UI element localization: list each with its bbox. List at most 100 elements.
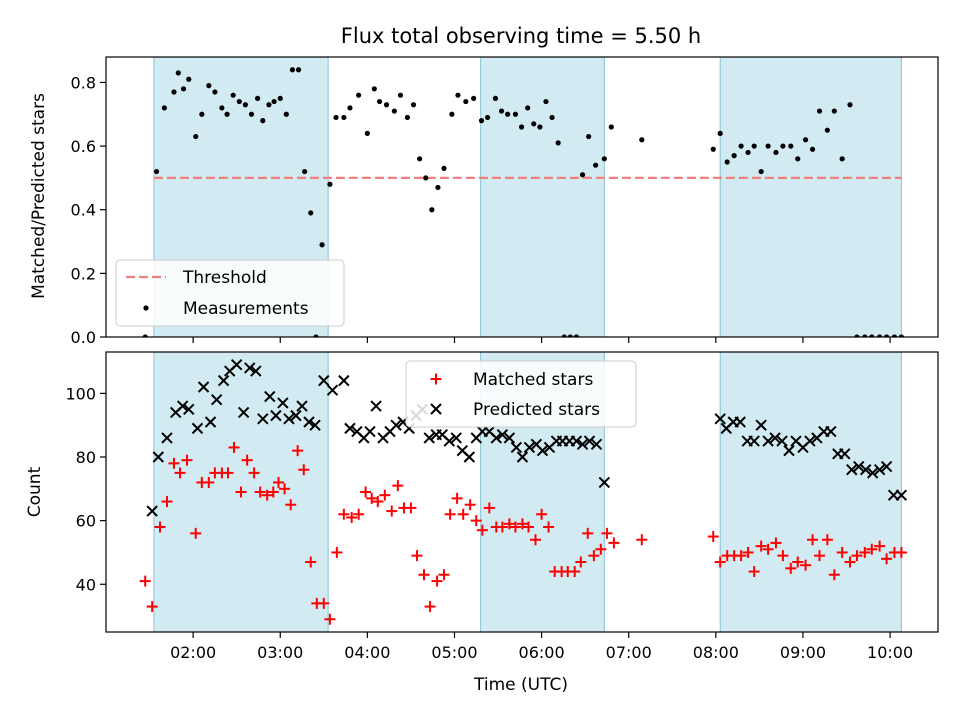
data-point (537, 124, 543, 130)
legend: Threshold Measurements (115, 259, 345, 327)
data-point (379, 489, 391, 501)
data-point (161, 432, 173, 444)
data-point (290, 409, 302, 422)
data-point (142, 334, 148, 337)
legend-entry-predicted-stars: Predicted stars (430, 400, 600, 420)
data-point (146, 505, 158, 517)
data-point (738, 143, 744, 149)
legend-label: Measurements (183, 299, 309, 319)
y-tick-label: 0.4 (71, 201, 96, 220)
data-point (309, 419, 321, 431)
data-point (783, 444, 795, 457)
data-point (376, 98, 383, 105)
data-point (505, 111, 511, 117)
data-point (366, 492, 378, 504)
data-point (881, 553, 893, 565)
data-point (478, 118, 485, 124)
data-point (762, 435, 774, 447)
data-point (503, 432, 516, 444)
data-point (212, 89, 218, 95)
data-point (463, 451, 475, 463)
data-point (543, 521, 555, 533)
bottom-y-axis-label: Count (25, 466, 45, 517)
data-point (272, 476, 284, 488)
x-tick-label: 06:00 (519, 643, 565, 662)
legend-entry-threshold: Threshold (126, 268, 267, 288)
data-point (717, 130, 723, 136)
data-point (567, 334, 573, 337)
data-point (283, 413, 295, 425)
data-point (397, 92, 404, 98)
data-point (435, 184, 441, 191)
data-point (895, 489, 908, 501)
data-point (758, 168, 764, 175)
data-point (230, 359, 243, 371)
data-point (777, 550, 789, 562)
data-point (470, 515, 482, 527)
data-point (471, 95, 477, 101)
data-point (206, 83, 212, 89)
data-point (318, 597, 330, 609)
data-point (139, 575, 151, 587)
data-point (601, 527, 613, 539)
data-point (168, 457, 180, 469)
data-point (383, 102, 390, 108)
data-point (152, 451, 164, 463)
data-point (277, 397, 289, 409)
data-point (341, 114, 347, 121)
data-point (795, 156, 801, 162)
data-point (444, 508, 456, 520)
y-tick-label: 100 (65, 384, 96, 403)
data-point (490, 432, 503, 444)
data-point (146, 601, 158, 613)
data-point (859, 464, 872, 476)
data-point (153, 168, 160, 175)
data-point (828, 569, 840, 581)
data-point (724, 159, 730, 165)
legend-entry-measurements: Measurements (143, 299, 309, 319)
data-point (877, 334, 883, 337)
data-point (303, 416, 315, 428)
data-point (283, 111, 289, 117)
data-point (536, 444, 549, 457)
data-point (302, 168, 308, 175)
data-point (590, 438, 603, 450)
data-point (776, 435, 788, 447)
data-point (228, 441, 240, 453)
data-point (450, 432, 462, 444)
data-point (516, 451, 529, 463)
data-point (423, 175, 429, 181)
data-point (404, 114, 411, 121)
data-point (773, 149, 779, 156)
data-point (190, 527, 202, 539)
data-point (279, 483, 291, 495)
data-point (270, 409, 282, 422)
data-point (193, 133, 199, 140)
data-point (530, 534, 542, 546)
data-point (219, 105, 225, 111)
data-point (804, 435, 816, 447)
data-point (509, 521, 521, 533)
legend-box (405, 360, 637, 428)
y-tick-label: 0.2 (71, 264, 96, 283)
data-point (250, 365, 262, 377)
data-point (512, 111, 519, 117)
data-point (417, 156, 423, 162)
data-point (204, 416, 217, 428)
data-point (569, 566, 581, 578)
bottom-panel: 40 60 80 100 02:00 03:00 04:00 05:00 06:00 07:00 0… (65, 351, 939, 662)
legend-label: Threshold (182, 268, 267, 288)
data-point (809, 146, 816, 152)
data-point (714, 556, 726, 568)
data-point (176, 400, 189, 412)
data-point (438, 569, 450, 581)
legend-entry-matched-stars: Matched stars (430, 370, 593, 390)
data-point (895, 546, 907, 558)
data-point (792, 556, 804, 568)
top-y-axis-label: Matched/Predicted stars (29, 93, 49, 299)
data-point (745, 149, 751, 156)
data-point (598, 476, 611, 489)
data-point (203, 476, 215, 488)
data-point (174, 467, 186, 479)
data-point (579, 172, 586, 178)
